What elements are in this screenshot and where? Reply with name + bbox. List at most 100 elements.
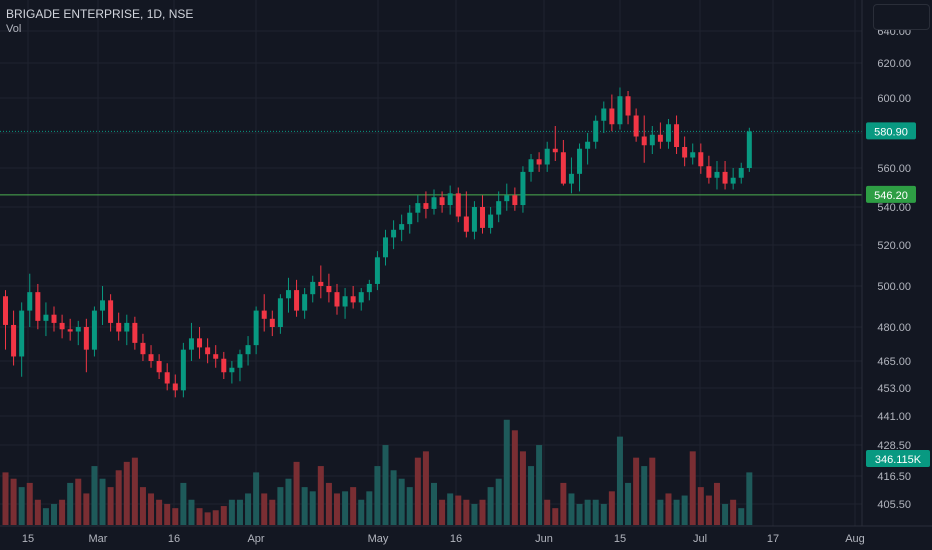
candle-body[interactable] — [229, 367, 235, 373]
candle-body[interactable] — [552, 148, 558, 153]
candle-body[interactable] — [674, 124, 680, 147]
candle-body[interactable] — [100, 300, 106, 311]
candle-body[interactable] — [431, 197, 437, 209]
candle-body[interactable] — [116, 322, 122, 332]
candle-body[interactable] — [310, 281, 316, 295]
candle-body[interactable] — [269, 318, 275, 327]
candle-body[interactable] — [302, 294, 308, 311]
candle-body[interactable] — [391, 229, 397, 238]
candle-body[interactable] — [657, 134, 663, 142]
candle-body[interactable] — [91, 310, 97, 350]
candle-body[interactable] — [124, 322, 130, 332]
candle-body[interactable] — [75, 327, 81, 332]
candle-body[interactable] — [649, 134, 655, 146]
candle-body[interactable] — [593, 120, 599, 142]
candle-body[interactable] — [601, 108, 607, 121]
candle-body[interactable] — [488, 214, 494, 228]
volume-indicator-label[interactable]: Vol — [6, 23, 22, 35]
candle-body[interactable] — [407, 212, 413, 225]
volume-bar — [689, 451, 696, 525]
candle-body[interactable] — [358, 292, 364, 303]
candle-body[interactable] — [350, 296, 356, 303]
candle-body[interactable] — [285, 290, 291, 299]
candle-body[interactable] — [480, 207, 486, 228]
candle-body[interactable] — [722, 171, 728, 184]
candle-body[interactable] — [730, 177, 736, 184]
candle-body[interactable] — [140, 342, 146, 355]
candle-body[interactable] — [318, 281, 324, 286]
candle-body[interactable] — [164, 372, 170, 384]
candle-body[interactable] — [277, 298, 283, 327]
volume-bar — [317, 466, 324, 525]
candle-body[interactable] — [334, 292, 340, 307]
candle-body[interactable] — [205, 347, 211, 355]
candle-body[interactable] — [496, 201, 502, 215]
candle-body[interactable] — [415, 203, 421, 213]
candle-body[interactable] — [568, 173, 574, 184]
candle-body[interactable] — [520, 171, 526, 206]
candle-body[interactable] — [172, 383, 178, 391]
candle-body[interactable] — [536, 159, 542, 165]
candle-body[interactable] — [544, 148, 550, 165]
candle-body[interactable] — [698, 152, 704, 167]
candle-body[interactable] — [180, 349, 186, 391]
candle-body[interactable] — [245, 345, 251, 355]
settings-box[interactable] — [873, 4, 930, 30]
candle-body[interactable] — [51, 314, 57, 323]
candle-body[interactable] — [261, 310, 267, 319]
candle-body[interactable] — [35, 292, 41, 321]
candle-body[interactable] — [455, 193, 461, 217]
candle-body[interactable] — [609, 108, 615, 125]
candle-body[interactable] — [641, 136, 647, 146]
candle-body[interactable] — [665, 124, 671, 142]
candle-body[interactable] — [132, 322, 138, 343]
candle-body[interactable] — [294, 290, 300, 311]
candle-body[interactable] — [399, 224, 405, 230]
candle-body[interactable] — [439, 197, 445, 206]
candle-body[interactable] — [27, 292, 33, 311]
candle-body[interactable] — [221, 358, 227, 373]
candle-body[interactable] — [156, 361, 162, 373]
candle-body[interactable] — [213, 354, 219, 359]
candle-body[interactable] — [746, 131, 752, 168]
candle-body[interactable] — [108, 300, 114, 323]
candle-body[interactable] — [67, 329, 73, 332]
candle-body[interactable] — [617, 96, 623, 125]
candle-body[interactable] — [706, 166, 712, 178]
candle-body[interactable] — [3, 296, 8, 325]
candle-body[interactable] — [11, 324, 17, 357]
candle-body[interactable] — [577, 148, 583, 174]
candles[interactable] — [3, 87, 752, 398]
candle-body[interactable] — [59, 322, 65, 330]
candle-body[interactable] — [512, 195, 518, 206]
candle-body[interactable] — [463, 216, 469, 232]
candle-body[interactable] — [625, 96, 631, 116]
candle-body[interactable] — [253, 310, 259, 346]
candle-body[interactable] — [690, 152, 696, 158]
candle-body[interactable] — [374, 257, 380, 284]
candle-body[interactable] — [197, 338, 203, 348]
candle-body[interactable] — [382, 237, 388, 258]
candle-body[interactable] — [738, 168, 744, 178]
candle-body[interactable] — [528, 159, 534, 172]
candle-body[interactable] — [366, 283, 372, 293]
candle-body[interactable] — [423, 203, 429, 209]
candle-body[interactable] — [188, 338, 194, 350]
candle-body[interactable] — [342, 296, 348, 307]
candle-body[interactable] — [447, 193, 453, 206]
candle-body[interactable] — [237, 354, 243, 368]
candle-body[interactable] — [326, 286, 332, 293]
candle-body[interactable] — [585, 141, 591, 149]
candle-body[interactable] — [148, 354, 154, 361]
candle-body[interactable] — [633, 115, 639, 137]
candle-body[interactable] — [83, 327, 89, 350]
candle-body[interactable] — [43, 314, 49, 321]
candle-body[interactable] — [504, 195, 510, 202]
candle-body[interactable] — [471, 207, 477, 232]
candle-body[interactable] — [19, 310, 25, 357]
candle-body[interactable] — [714, 171, 720, 178]
horizontal-line[interactable] — [0, 130, 862, 196]
candle-body[interactable] — [682, 147, 688, 158]
candle-body[interactable] — [560, 152, 566, 184]
